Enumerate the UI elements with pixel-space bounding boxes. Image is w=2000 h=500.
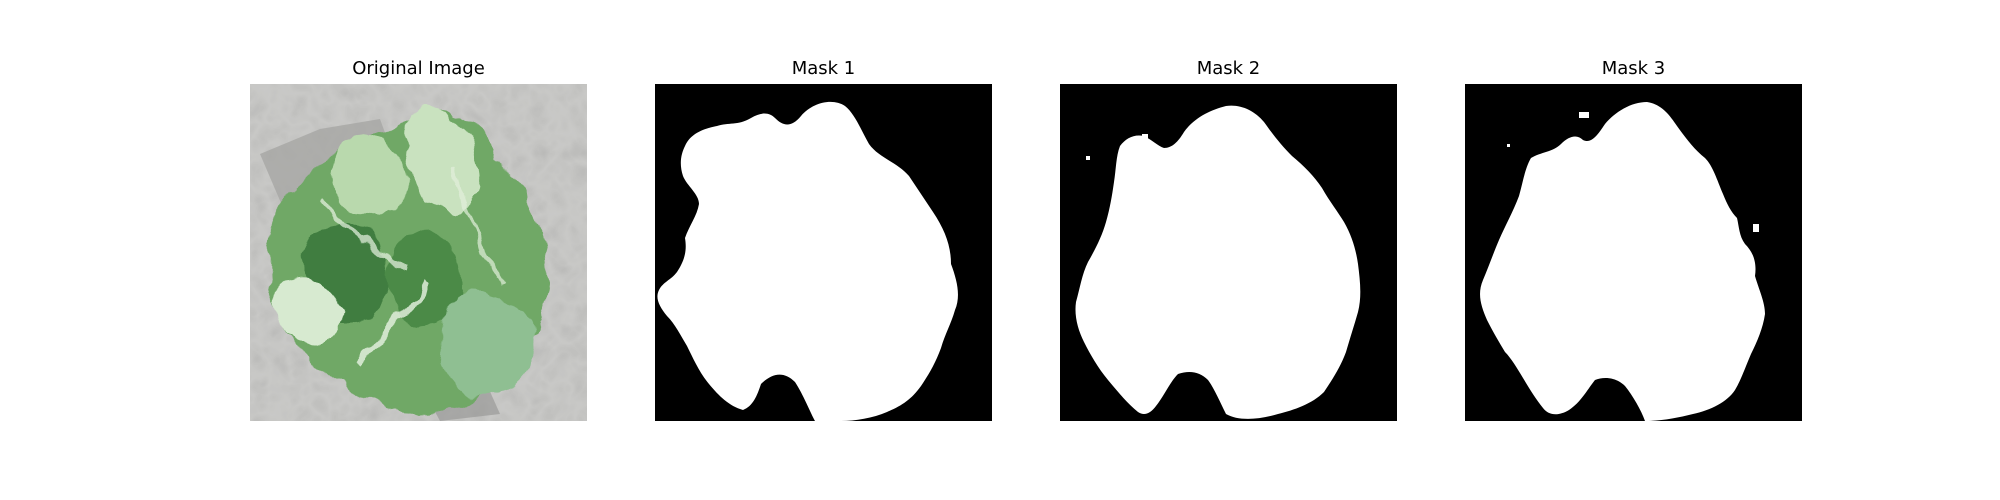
mask-speck [1579,112,1589,118]
mask-1-image [655,84,992,421]
leaf-highlight [332,137,410,216]
panel-title-mask-1: Mask 1 [791,58,856,79]
leaf-vein [357,281,433,366]
mask-speck [1142,134,1148,140]
panel-mask-3: Mask 3 [1465,58,1802,428]
panel-title-original: Original Image [352,58,485,79]
leaf-light-lower [442,291,535,397]
panel-original-image: Original Image [250,58,587,428]
panel-title-mask-2: Mask 2 [1196,58,1261,79]
mask-region [1480,102,1765,421]
leaf-vein [318,202,411,267]
panel-mask-1: Mask 1 [655,58,992,428]
leaf-vein [448,163,502,286]
mask-speck [1753,224,1759,232]
mask-speck [1086,156,1090,160]
mask-3-image [1465,84,1802,421]
mask-speck [1507,144,1510,147]
mask-region [657,101,958,421]
panel-mask-2: Mask 2 [1060,58,1397,428]
leaf-light-mid [275,278,345,346]
mask-2-image [1060,84,1397,421]
original-image [250,84,587,421]
leaf-highlight [405,111,480,213]
mask-region [1075,105,1361,419]
panel-title-mask-3: Mask 3 [1601,58,1666,79]
